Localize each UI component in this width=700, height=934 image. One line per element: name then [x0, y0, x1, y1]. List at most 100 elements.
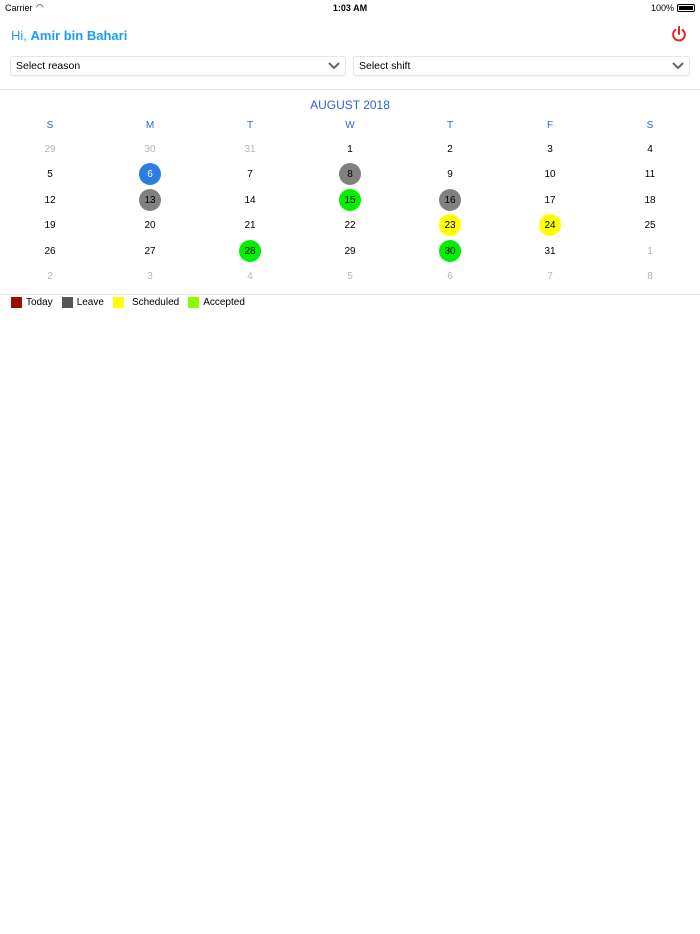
calendar-day[interactable]: 13 [100, 188, 200, 212]
divider [0, 89, 700, 90]
calendar-day[interactable]: 16 [400, 188, 500, 212]
calendar-day[interactable]: 5 [300, 264, 400, 288]
calendar-day[interactable]: 31 [200, 137, 300, 161]
calendar-day[interactable]: 14 [200, 188, 300, 212]
calendar-day[interactable]: 24 [500, 213, 600, 237]
calendar-day[interactable]: 28 [200, 239, 300, 263]
day-number: 21 [244, 219, 256, 231]
calendar-day[interactable]: 8 [600, 264, 700, 288]
status-bar: Carrier ◠ 1:03 AM 100% [0, 0, 700, 16]
reason-select[interactable]: Select reason [10, 56, 346, 76]
day-number: 1 [647, 245, 653, 257]
calendar-day[interactable]: 3 [100, 264, 200, 288]
day-number: 11 [644, 168, 656, 180]
legend: Today Leave Scheduled Accepted [11, 297, 254, 308]
legend-label: Accepted [203, 297, 245, 308]
calendar-day[interactable]: 10 [500, 162, 600, 186]
calendar-day[interactable]: 23 [400, 213, 500, 237]
legend-swatch [11, 297, 22, 308]
calendar-day[interactable]: 20 [100, 213, 200, 237]
calendar-day[interactable]: 2 [0, 264, 100, 288]
calendar-day[interactable]: 26 [0, 239, 100, 263]
calendar-day[interactable]: 2 [400, 137, 500, 161]
legend-label: Today [26, 297, 53, 308]
calendar-day[interactable]: 8 [300, 162, 400, 186]
calendar-day[interactable]: 17 [500, 188, 600, 212]
wifi-icon: ◠ [36, 2, 44, 12]
calendar-day[interactable]: 30 [400, 239, 500, 263]
weekday-header: S [646, 120, 654, 131]
calendar-day[interactable]: 1 [600, 239, 700, 263]
legend-swatch [188, 297, 200, 308]
calendar-day[interactable]: 11 [600, 162, 700, 186]
calendar-day[interactable]: 6 [100, 162, 200, 186]
legend-swatch [112, 297, 124, 308]
day-number: 7 [547, 270, 553, 282]
day-number: 14 [244, 194, 256, 206]
day-number: 17 [544, 194, 556, 206]
calendar-day[interactable]: 3 [500, 137, 600, 161]
calendar-day[interactable]: 4 [200, 264, 300, 288]
clock: 1:03 AM [332, 3, 368, 13]
day-number: 23 [439, 214, 461, 236]
calendar-day[interactable]: 7 [200, 162, 300, 186]
day-number: 24 [539, 214, 561, 236]
calendar-day[interactable]: 29 [300, 239, 400, 263]
calendar-day[interactable]: 31 [500, 239, 600, 263]
day-number: 1 [347, 143, 353, 155]
day-number: 5 [347, 270, 353, 282]
legend-item: Today [11, 297, 53, 308]
calendar-day[interactable]: 21 [200, 213, 300, 237]
divider [0, 294, 700, 295]
legend-item: Leave [61, 297, 104, 308]
calendar-day[interactable]: 18 [600, 188, 700, 212]
calendar-day[interactable]: 4 [600, 137, 700, 161]
shift-select[interactable]: Select shift [353, 56, 690, 76]
weekday-header: M [145, 120, 155, 131]
calendar-day[interactable]: 29 [0, 137, 100, 161]
power-icon[interactable] [670, 25, 688, 43]
shift-select-value: Select shift [359, 60, 411, 72]
chevron-down-icon [672, 62, 684, 70]
day-number: 25 [644, 219, 656, 231]
day-number: 2 [47, 270, 53, 282]
day-number: 26 [44, 245, 56, 257]
calendar-day[interactable]: 25 [600, 213, 700, 237]
battery-icon [677, 4, 695, 12]
day-number: 31 [544, 245, 556, 257]
calendar-day[interactable]: 27 [100, 239, 200, 263]
day-number: 9 [447, 168, 453, 180]
calendar-day[interactable]: 19 [0, 213, 100, 237]
day-number: 4 [647, 143, 653, 155]
day-number: 15 [339, 189, 361, 211]
day-number: 13 [139, 189, 161, 211]
day-number: 31 [244, 143, 256, 155]
calendar-day[interactable]: 15 [300, 188, 400, 212]
greeting: Hi, Amir bin Bahari [11, 28, 127, 43]
calendar-day[interactable]: 1 [300, 137, 400, 161]
weekday-header: S [46, 120, 54, 131]
day-number: 8 [647, 270, 653, 282]
legend-swatch [61, 297, 73, 308]
calendar-day[interactable]: 12 [0, 188, 100, 212]
legend-label: Scheduled [131, 297, 180, 308]
day-number: 6 [447, 270, 453, 282]
weekday-header: F [546, 120, 554, 131]
month-title: AUGUST 2018 [310, 98, 390, 112]
day-number: 30 [439, 240, 461, 262]
calendar-day[interactable]: 9 [400, 162, 500, 186]
day-number: 5 [47, 168, 53, 180]
day-number: 3 [547, 143, 553, 155]
calendar-day[interactable]: 7 [500, 264, 600, 288]
day-number: 7 [247, 168, 253, 180]
weekday-header: T [246, 120, 254, 131]
calendar-day[interactable]: 5 [0, 162, 100, 186]
day-number: 28 [239, 240, 261, 262]
calendar-day[interactable]: 30 [100, 137, 200, 161]
day-number: 29 [344, 245, 356, 257]
day-number: 2 [447, 143, 453, 155]
day-number: 12 [44, 194, 56, 206]
calendar-day[interactable]: 22 [300, 213, 400, 237]
calendar-day[interactable]: 6 [400, 264, 500, 288]
day-number: 10 [544, 168, 556, 180]
